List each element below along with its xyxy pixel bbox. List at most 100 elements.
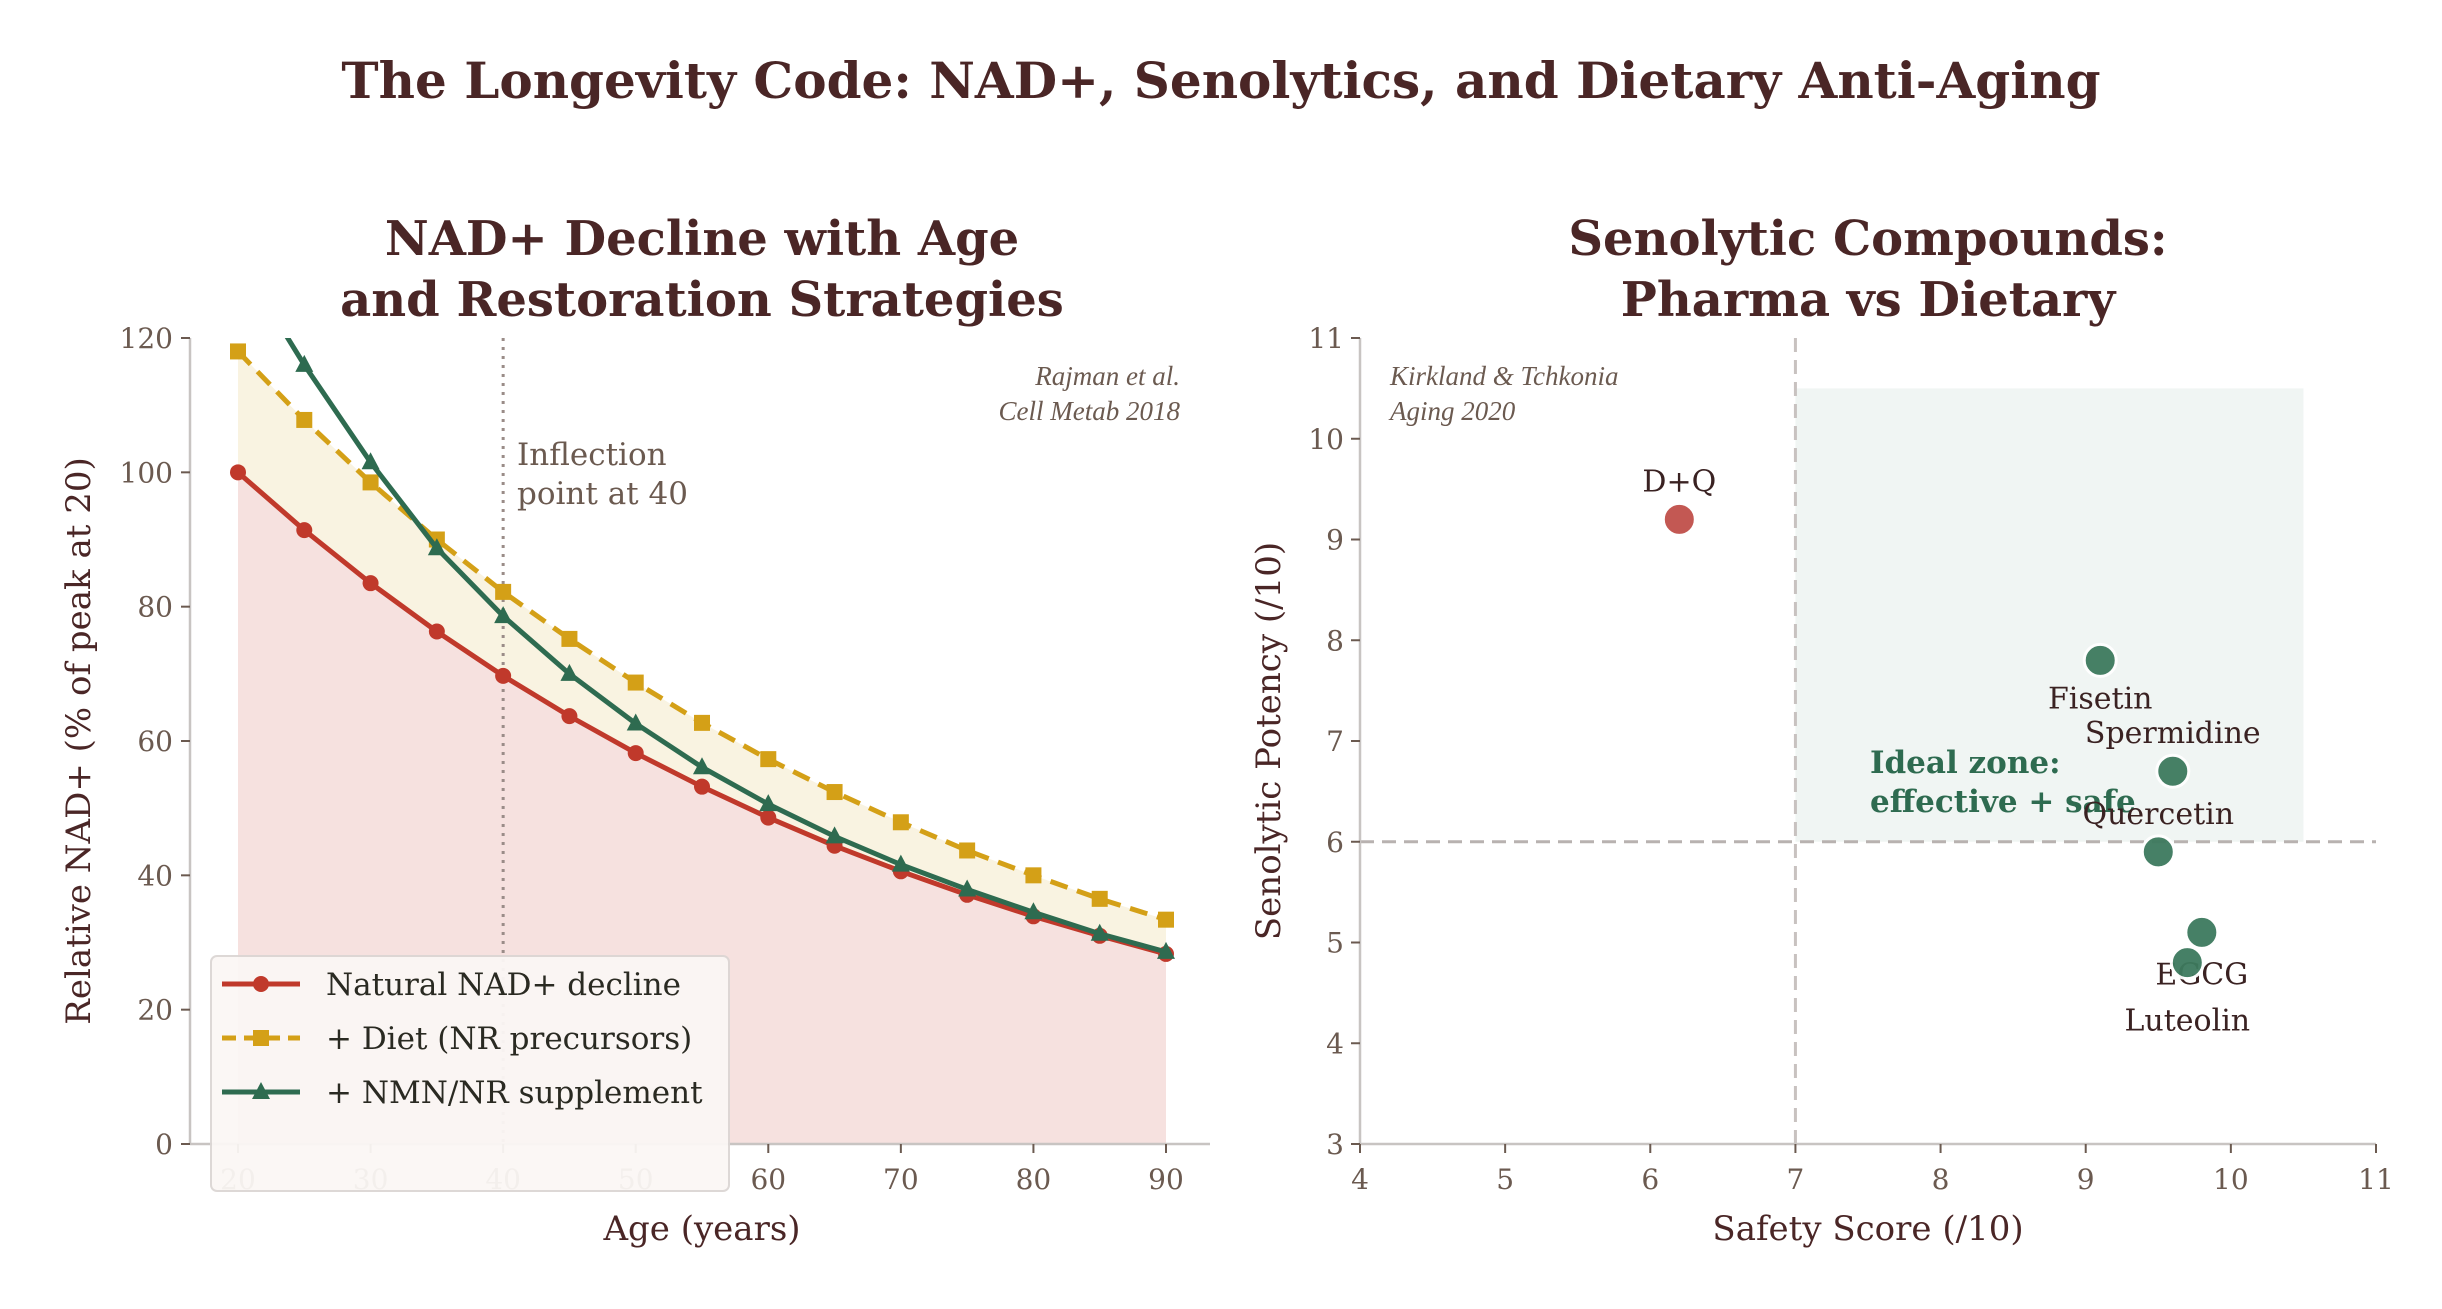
scatter-point-dq	[1661, 501, 1697, 537]
legend-label: + Diet (NR precursors)	[326, 1021, 692, 1057]
point-label: D+Q	[1642, 464, 1716, 499]
legend-marker	[253, 1030, 269, 1046]
x-tick-label: 11	[2358, 1163, 2394, 1196]
ideal-zone	[1795, 388, 2304, 842]
data-point	[627, 674, 644, 691]
y-tick-label: 80	[137, 591, 173, 624]
x-tick-label: 7	[1787, 1163, 1805, 1196]
x-tick-label: 90	[1148, 1163, 1184, 1196]
data-point	[230, 464, 246, 481]
x-tick-label: 9	[2077, 1163, 2095, 1196]
scatter-point-egcg	[2184, 914, 2220, 950]
legend-label: Natural NAD+ decline	[326, 967, 681, 1003]
data-point	[1024, 902, 1043, 920]
data-point	[428, 623, 445, 640]
legend-box	[210, 955, 730, 1192]
y-axis-label: Relative NAD+ (% of peak at 20)	[59, 457, 99, 1024]
data-point	[230, 343, 246, 360]
data-point	[694, 714, 710, 731]
point-label: Fisetin	[2048, 681, 2153, 716]
data-point	[760, 809, 777, 826]
inflection-label: Inflection	[517, 437, 667, 473]
senolytic-scatter-chart: Senolytic Compounds:Pharma vs Dietary Ide…	[1249, 211, 2394, 1249]
legend-label: + NMN/NR supplement	[326, 1075, 703, 1111]
y-tick-label: 9	[1326, 524, 1344, 557]
data-point	[891, 854, 910, 872]
data-point	[1025, 867, 1042, 884]
data-point	[362, 474, 379, 491]
x-axis-label: Safety Score (/10)	[1712, 1209, 2023, 1249]
data-point	[1090, 923, 1109, 941]
y-tick-label: 8	[1326, 624, 1344, 657]
y-tick-label: 60	[137, 725, 173, 758]
x-axis-label: Age (years)	[602, 1209, 800, 1249]
data-point	[760, 751, 777, 768]
data-point	[361, 452, 380, 470]
legend: Natural NAD+ decline + Diet (NR precursor…	[210, 955, 730, 1192]
data-point	[560, 663, 579, 681]
y-tick-label: 6	[1326, 826, 1344, 859]
data-point	[1091, 890, 1108, 907]
figure-title: The Longevity Code: NAD+, Senolytics, an…	[341, 51, 2100, 110]
data-point	[759, 794, 778, 812]
series-group	[229, 247, 1175, 962]
data-point	[296, 522, 313, 539]
y-axis-label: Senolytic Potency (/10)	[1249, 542, 1289, 940]
chart-title-line: Pharma vs Dietary	[1621, 272, 2118, 328]
citation: Cell Metab 2018	[999, 396, 1181, 426]
y-tick-label: 10	[1308, 423, 1344, 456]
point-label: Quercetin	[2083, 797, 2235, 832]
scatter-point-luteolin	[2169, 945, 2205, 981]
y-tick-label: 0	[155, 1128, 173, 1161]
chart-title-line: NAD+ Decline with Age	[385, 211, 1019, 267]
x-tick-label: 5	[1496, 1163, 1514, 1196]
data-point	[427, 538, 446, 556]
y-tick-label: 5	[1326, 927, 1344, 960]
chart-title-line: and Restoration Strategies	[340, 272, 1064, 328]
y-tick-label: 40	[137, 859, 173, 892]
x-tick-label: 4	[1351, 1163, 1369, 1196]
scatter-point-quercetin	[2140, 834, 2176, 870]
chart-title-line: Senolytic Compounds:	[1568, 211, 2167, 267]
citation: Aging 2020	[1388, 396, 1516, 426]
x-tick-label: 8	[1932, 1163, 1950, 1196]
data-point	[495, 583, 512, 600]
x-tick-label: 80	[1016, 1163, 1052, 1196]
diet-area-fill	[238, 351, 1166, 954]
y-tick-label: 120	[120, 322, 173, 355]
data-point	[627, 745, 644, 762]
data-point	[825, 826, 844, 844]
data-point	[495, 667, 512, 684]
y-tick-label: 11	[1308, 322, 1344, 355]
data-point	[959, 842, 976, 859]
point-label: Spermidine	[2085, 716, 2261, 751]
data-point	[1157, 941, 1175, 959]
citation: Kirkland & Tchkonia	[1389, 361, 1619, 391]
x-tick-label: 60	[750, 1163, 786, 1196]
y-tick-label: 20	[137, 994, 173, 1027]
legend-marker	[252, 1082, 270, 1099]
data-point	[826, 784, 843, 801]
data-point	[295, 354, 314, 372]
legend-marker	[253, 976, 269, 992]
data-point	[694, 778, 710, 795]
data-point	[958, 879, 977, 897]
data-point	[561, 630, 578, 647]
y-tick-label: 100	[120, 456, 173, 489]
data-point	[626, 713, 645, 731]
inflection-label: point at 40	[517, 476, 688, 512]
data-point	[362, 575, 379, 592]
data-point	[296, 411, 313, 428]
scatter-point-spermidine	[2155, 753, 2191, 789]
data-point	[892, 814, 909, 831]
point-label: Luteolin	[2125, 1004, 2251, 1039]
x-tick-label: 10	[2213, 1163, 2249, 1196]
x-tick-label: 70	[883, 1163, 919, 1196]
data-point	[693, 757, 711, 775]
citation: Rajman et al.	[1034, 361, 1180, 391]
y-tick-label: 4	[1326, 1027, 1344, 1060]
ideal-zone-label: effective + safe	[1870, 784, 2136, 820]
data-point	[229, 247, 247, 264]
